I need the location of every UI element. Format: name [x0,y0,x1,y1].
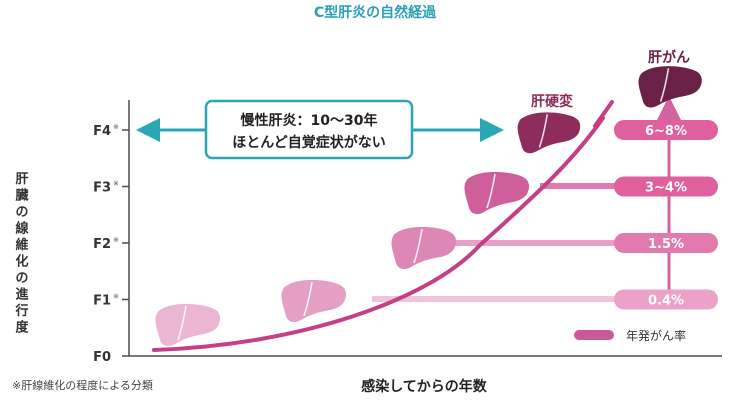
rate-badge-label-f3: 3~4% [645,181,687,196]
rate-badge-f3: 3~4% [614,176,718,197]
liver-f0-icon [155,303,220,347]
rate-badge-label-f4: 6~8% [645,124,687,139]
connector-f2 [446,240,615,246]
rate-badge-f2: 1.5% [614,233,718,253]
connector-f3 [540,183,615,189]
chronic-hepatitis-box [204,99,414,160]
rate-connectors [372,183,615,302]
axes [122,100,722,357]
legend-label: 年発がん率 [626,328,686,343]
stage-mark-f1: ※ [113,293,119,301]
stage-mark-f3: ※ [113,180,119,188]
x-axis-label: 感染してからの年数 [361,378,488,395]
rate-badges: 6~8% 3~4% 1.5% 0.4% [614,120,718,310]
liver-icons [155,66,702,347]
stage-label-f0: F0 [93,350,111,365]
cancer-label: 肝がん [648,49,690,66]
chronic-hepatitis-callout: 慢性肝炎：10～30年 ほとんど自覚症状がない [136,99,504,160]
chronic-hepatitis-line1: 慢性肝炎：10～30年 [241,112,378,129]
liver-f3-icon [464,171,529,215]
stage-label-f1: F1 [93,294,111,309]
y-tick-marks [122,129,129,357]
rate-badge-f1: 0.4% [614,289,718,310]
cirrhosis-label: 肝硬変 [531,93,573,110]
legend: 年発がん率 [574,328,686,343]
rate-badge-f4: 6~8% [614,120,718,140]
chronic-hepatitis-line2: ほとんど自覚症状がない [232,134,386,151]
stage-mark-f2: ※ [113,236,119,244]
rate-badge-label-f2: 1.5% [648,237,684,252]
liver-cirrhosis-icon [517,112,581,154]
liver-f2-icon [391,226,456,270]
curve-tip [593,100,614,128]
footnote: ※肝線維化の程度による分類 [12,378,153,392]
y-axis-label: 肝臓の線維化の進行度 [14,172,29,336]
progression-curve [152,116,605,352]
liver-cancer-icon [638,66,702,108]
stage-label-f3: F3 [93,181,111,196]
diagram-title: C型肝炎の自然経過 [314,4,437,21]
stage-label-f4: F4 [93,124,111,139]
legend-swatch [574,330,614,340]
stage-mark-f4: ※ [113,123,119,131]
rate-badge-label-f1: 0.4% [648,294,684,309]
connector-f1 [372,296,615,302]
stage-label-f2: F2 [93,237,111,252]
liver-f1-icon [281,279,346,323]
y-axis-label-text: 肝臓の線維化の進行度 [14,172,29,336]
